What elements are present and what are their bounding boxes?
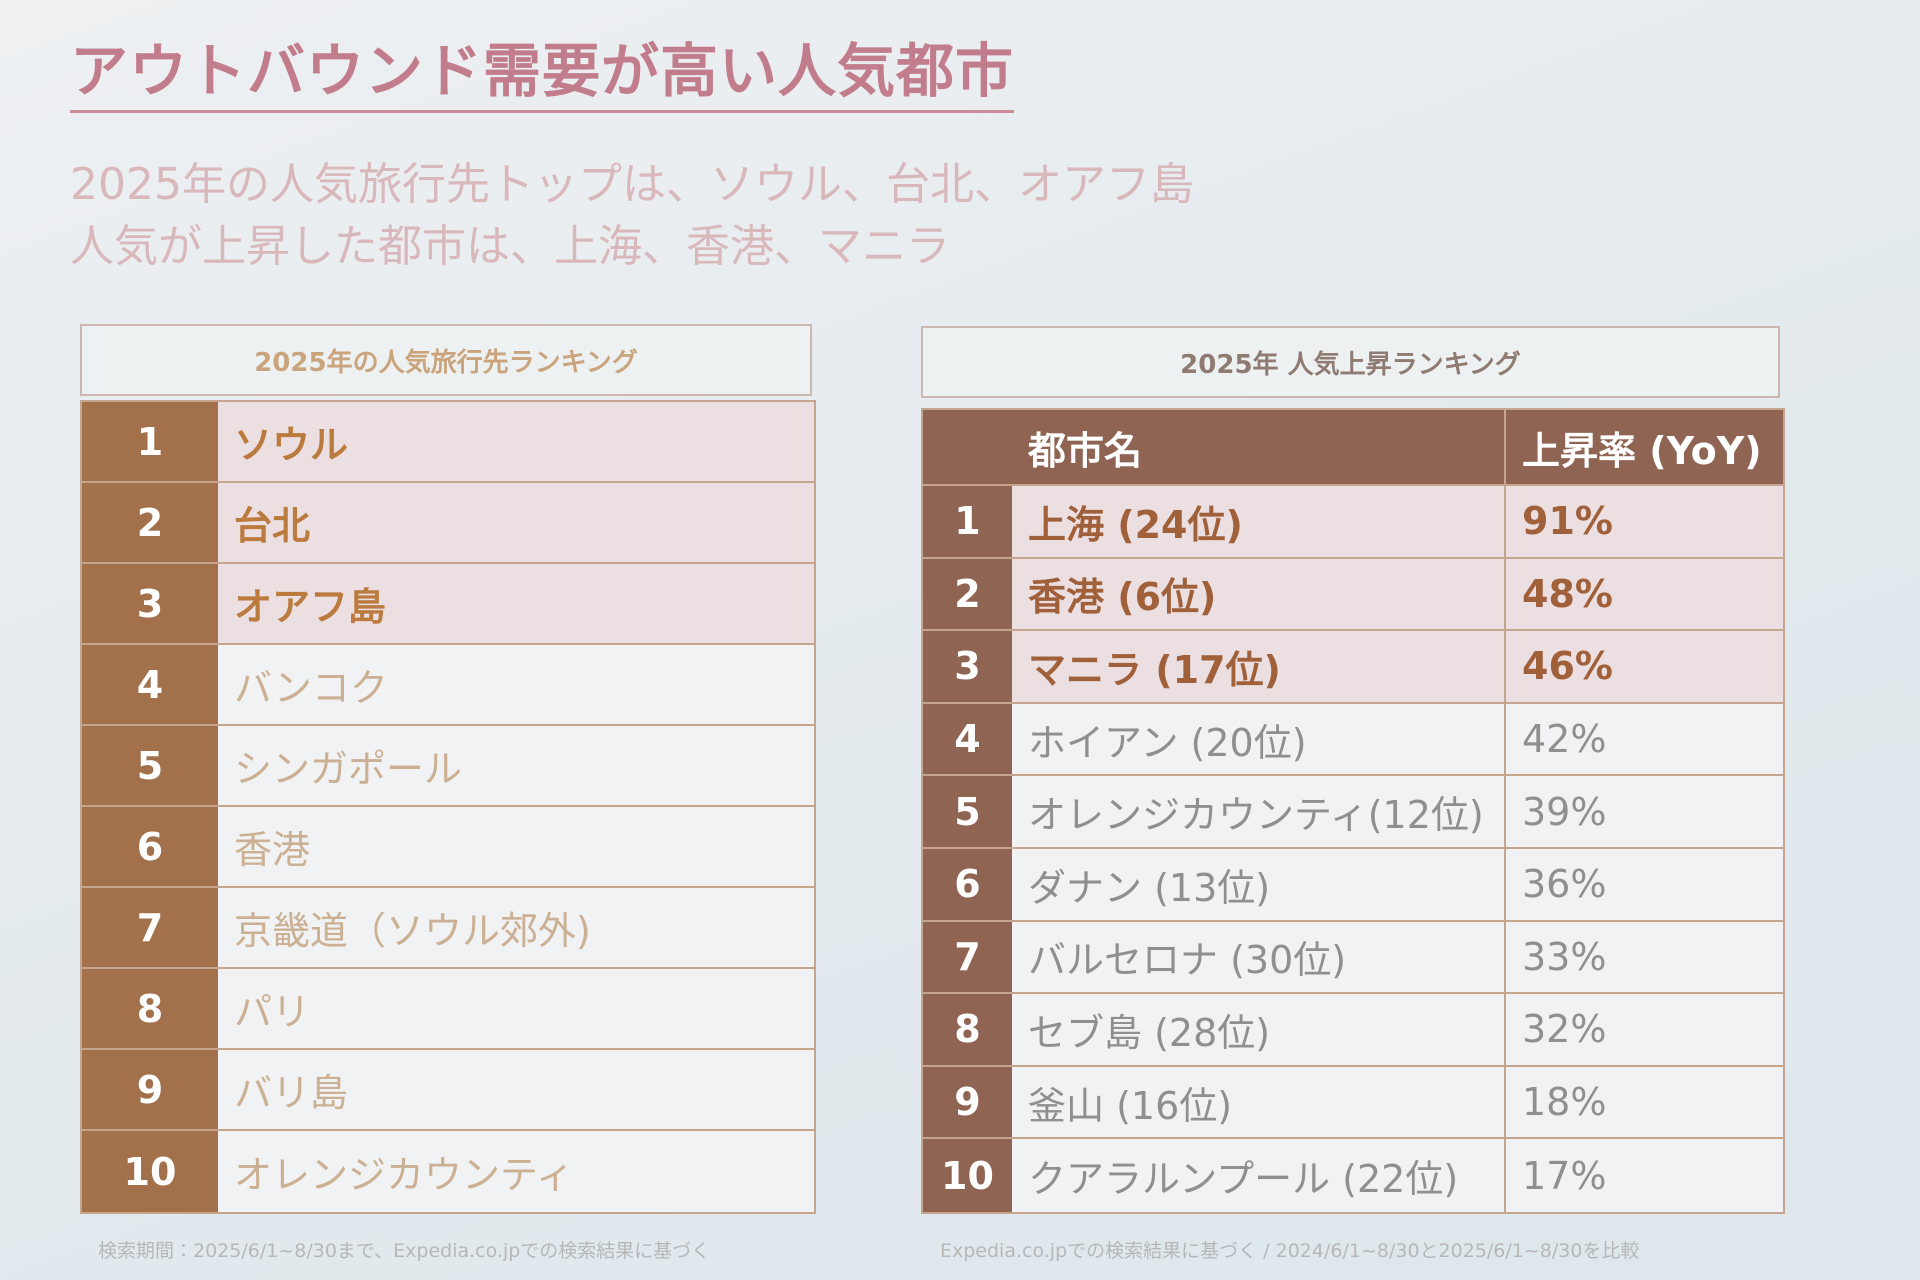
table-row: 1 ソウル <box>82 402 814 483</box>
table-row: 7 京畿道（ソウル郊外) <box>82 888 814 969</box>
table-row: 5 オレンジカウンティ(12位) 39% <box>923 776 1783 849</box>
city: バルセロナ (30位) <box>1012 921 1506 993</box>
table-row: 10 オレンジカウンティ <box>82 1131 814 1212</box>
table-row: 8 セブ島 (28位) 32% <box>923 994 1783 1067</box>
rank: 10 <box>82 1131 218 1212</box>
city: シンガポール <box>234 747 463 791</box>
rank: 3 <box>923 631 1012 702</box>
growth-rate: 39% <box>1522 789 1607 834</box>
rank: 5 <box>82 726 218 805</box>
table: 都市名 上昇率 (YoY) 1 上海 (24位) 91% 2 香港 (6位) 48% 3 マニラ … <box>921 408 1785 1214</box>
table-row: 2 台北 <box>82 483 814 564</box>
growth-rate: 17% <box>1522 1153 1607 1198</box>
rank: 7 <box>82 888 218 967</box>
city: マニラ (17位) <box>1012 631 1506 702</box>
table-row: 6 香港 <box>82 807 814 888</box>
rank: 4 <box>82 645 218 724</box>
city: 香港 (6位) <box>1012 558 1506 630</box>
footnote: 検索期間：2025/6/1~8/30まで、Expedia.co.jpでの検索結果… <box>98 1240 711 1262</box>
rank: 2 <box>923 558 1012 630</box>
growth-rate: 32% <box>1522 1007 1607 1052</box>
table-caption: 2025年の人気旅行先ランキング <box>80 324 812 396</box>
city: 釜山 (16位) <box>1012 1066 1506 1138</box>
rank: 6 <box>923 848 1012 920</box>
rank: 7 <box>923 921 1012 993</box>
city: オアフ島 <box>218 564 814 643</box>
rank-header <box>923 410 1012 484</box>
table: 1 ソウル 2 台北 3 オアフ島 4 バンコク 5 シンガポール 6 香港 7 京畿道（ソウル郊外) 8 パ… <box>80 400 816 1214</box>
table-caption: 2025年 人気上昇ランキング <box>921 326 1780 398</box>
subtitle: 人気が上昇した都市は、上海、香港、マニラ <box>70 221 950 272</box>
city: 上海 (24位) <box>1012 486 1506 557</box>
rank: 4 <box>923 703 1012 775</box>
table-row: 9 バリ島 <box>82 1050 814 1131</box>
city: クアラルンプール (22位) <box>1012 1139 1506 1212</box>
rank: 5 <box>923 776 1012 847</box>
header-row: 都市名 上昇率 (YoY) <box>923 410 1783 486</box>
city: ダナン (13位) <box>1012 848 1506 920</box>
city: パリ <box>234 990 311 1034</box>
footnote: Expedia.co.jpでの検索結果に基づく / 2024/6/1~8/30と… <box>940 1240 1640 1262</box>
column-header: 都市名 <box>1012 410 1506 484</box>
table-row: 7 バルセロナ (30位) 33% <box>923 921 1783 995</box>
growth-rate: 42% <box>1522 717 1607 762</box>
table-row: 1 上海 (24位) 91% <box>923 486 1783 559</box>
subtitle: 2025年の人気旅行先トップは、ソウル、台北、オアフ島 <box>70 159 1194 210</box>
city: ホイアン (20位) <box>1012 703 1506 775</box>
city: 京畿道（ソウル郊外) <box>234 909 591 953</box>
city: 台北 <box>218 483 814 562</box>
table-row: 5 シンガポール <box>82 726 814 807</box>
growth-rate: 91% <box>1506 486 1783 557</box>
city: バリ島 <box>234 1071 349 1115</box>
city: オレンジカウンティ(12位) <box>1012 776 1506 847</box>
table-row: 10 クアラルンプール (22位) 17% <box>923 1139 1783 1212</box>
column-header: 上昇率 (YoY) <box>1522 428 1762 473</box>
rank: 8 <box>82 969 218 1048</box>
rank: 6 <box>82 807 218 886</box>
rank: 8 <box>923 994 1012 1065</box>
rank: 1 <box>82 402 218 481</box>
rank: 1 <box>923 486 1012 557</box>
growth-rate: 46% <box>1506 631 1783 702</box>
city: セブ島 (28位) <box>1012 994 1506 1065</box>
growth-rate: 48% <box>1506 558 1783 630</box>
rank: 9 <box>82 1050 218 1129</box>
city: ソウル <box>218 402 814 481</box>
growth-rate: 36% <box>1522 862 1607 907</box>
table-row: 3 オアフ島 <box>82 564 814 645</box>
rank: 2 <box>82 483 218 562</box>
growth-rate: 18% <box>1522 1080 1607 1125</box>
rank: 3 <box>82 564 218 643</box>
table-row: 3 マニラ (17位) 46% <box>923 631 1783 704</box>
table-row: 2 香港 (6位) 48% <box>923 558 1783 632</box>
rank: 10 <box>923 1139 1012 1212</box>
rank: 9 <box>923 1066 1012 1138</box>
table-row: 6 ダナン (13位) 36% <box>923 848 1783 922</box>
city: 香港 <box>234 828 311 872</box>
table-row: 9 釜山 (16位) 18% <box>923 1066 1783 1140</box>
growth-rate: 33% <box>1522 934 1607 979</box>
table-row: 4 バンコク <box>82 645 814 726</box>
table-row: 4 ホイアン (20位) 42% <box>923 703 1783 777</box>
table-row: 8 パリ <box>82 969 814 1050</box>
city: オレンジカウンティ <box>234 1153 574 1197</box>
city: バンコク <box>234 666 388 710</box>
title: アウトバウンド需要が高い人気都市 <box>70 24 1015 113</box>
